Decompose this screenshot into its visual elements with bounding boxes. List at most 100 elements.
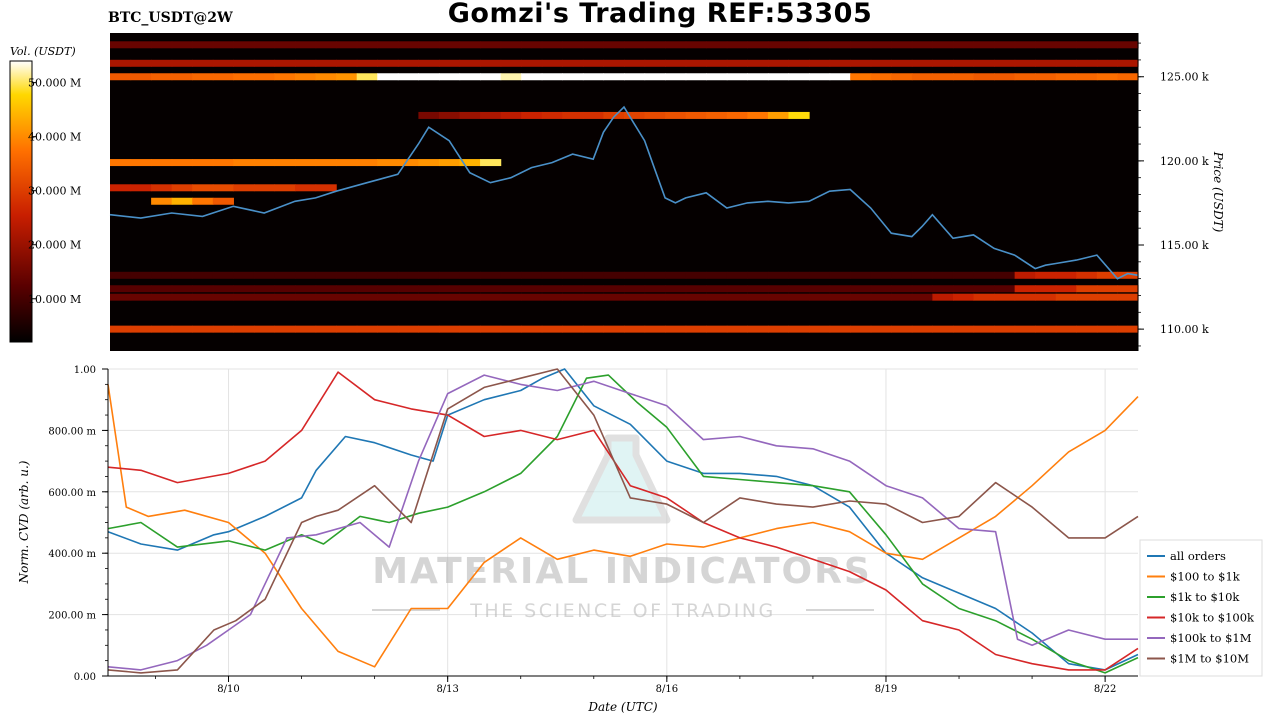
heatmap-cell	[336, 159, 358, 167]
heatmap-cell	[809, 285, 831, 293]
heatmap-cell	[212, 184, 234, 192]
heatmap-cell	[1014, 59, 1036, 67]
heatmap-cell	[253, 184, 276, 192]
heatmap-tick-label: 125.00 k	[1160, 71, 1209, 84]
heatmap-cell	[356, 41, 378, 49]
heatmap-cell	[624, 111, 646, 119]
heatmap-cell	[706, 41, 728, 49]
heatmap-cell	[315, 285, 337, 293]
heatmap-cell	[356, 159, 378, 167]
heatmap-cell	[151, 73, 173, 81]
heatmap-cell	[233, 325, 255, 333]
heatmap-cell	[1055, 73, 1077, 81]
cvd-series-line	[107, 374, 1139, 674]
heatmap-cell	[315, 184, 337, 192]
heatmap-cell	[1014, 285, 1036, 293]
heatmap-cell	[541, 271, 563, 279]
heatmap-cell	[500, 325, 522, 333]
heatmap-cell	[870, 325, 892, 333]
heatmap-cell	[212, 325, 234, 333]
heatmap-cell	[788, 59, 810, 67]
heatmap-cell	[438, 159, 461, 167]
heatmap-cell	[788, 111, 810, 119]
heatmap-cell	[110, 293, 132, 301]
cvd-series-line	[107, 368, 1139, 674]
heatmap-cell	[110, 325, 132, 333]
heatmap-cell	[192, 197, 214, 205]
heatmap-cell	[212, 293, 234, 301]
heatmap-cell	[295, 159, 317, 167]
heatmap-cell	[171, 159, 193, 167]
heatmap-cell	[459, 271, 481, 279]
heatmap-cell	[747, 271, 769, 279]
heatmap-cell	[377, 325, 399, 333]
heatmap-cell	[685, 59, 707, 67]
heatmap-cell	[891, 285, 913, 293]
heatmap-cell	[171, 293, 193, 301]
heatmap-cell	[397, 41, 419, 49]
heatmap-cell	[891, 271, 913, 279]
heatmap-cell	[171, 59, 193, 67]
heatmap-cell	[685, 285, 707, 293]
heatmap-cell	[110, 184, 132, 192]
heatmap-cell	[788, 325, 810, 333]
heatmap-cell	[480, 73, 502, 81]
heatmap-cell	[192, 325, 214, 333]
heatmap-cell	[665, 111, 687, 119]
heatmap-cell	[809, 73, 831, 81]
heatmap-cell	[212, 59, 234, 67]
heatmap-cell	[274, 184, 296, 192]
heatmap-cell	[397, 285, 419, 293]
heatmap-cell	[171, 184, 193, 192]
heatmap-cell	[829, 293, 851, 301]
heatmap-cell	[356, 73, 378, 81]
heatmap-cell	[459, 41, 481, 49]
heatmap-cell	[1055, 271, 1077, 279]
heatmap-cell	[336, 59, 358, 67]
heatmap-cell	[952, 271, 975, 279]
heatmap-cell	[500, 271, 522, 279]
heatmap-cell	[295, 271, 317, 279]
heatmap-cell	[582, 271, 605, 279]
heatmap-cell	[1096, 73, 1119, 81]
heatmap-cell	[315, 271, 337, 279]
cvd-x-tick-label: 8/16	[656, 684, 678, 695]
heatmap-cell	[747, 41, 769, 49]
heatmap-cell	[212, 73, 234, 81]
heatmap-cell	[1076, 293, 1098, 301]
heatmap-cell	[151, 184, 173, 192]
heatmap-cell	[274, 325, 296, 333]
heatmap-cell	[1096, 285, 1119, 293]
heatmap-cell	[418, 271, 440, 279]
heatmap-cell	[151, 293, 173, 301]
heatmap-cell	[541, 73, 563, 81]
heatmap-cell	[891, 41, 913, 49]
chart-title: Gomzi's Trading REF:53305	[447, 0, 873, 29]
heatmap-cell	[500, 59, 522, 67]
heatmap-cell	[829, 41, 851, 49]
heatmap-cell	[870, 59, 892, 67]
heatmap-cell	[151, 271, 173, 279]
heatmap-cell	[377, 41, 399, 49]
heatmap-cell	[624, 73, 646, 81]
heatmap-cell	[336, 271, 358, 279]
heatmap-cell	[582, 325, 605, 333]
colorbar: Vol. (USDT) 10.000 M 20.000 M 30.000 M 40.0…	[9, 45, 81, 343]
heatmap-cell	[624, 325, 646, 333]
heatmap-cell	[418, 73, 440, 81]
heatmap-cell	[685, 293, 707, 301]
heatmap-cell	[582, 111, 605, 119]
heatmap-cell	[541, 59, 563, 67]
heatmap-cell	[521, 59, 543, 67]
watermark-main: MATERIAL INDICATORS	[372, 551, 872, 592]
heatmap-cell	[295, 59, 317, 67]
heatmap-cell	[952, 293, 975, 301]
heatmap-cell	[315, 41, 337, 49]
heatmap-cell	[130, 285, 152, 293]
heatmap-cell	[809, 41, 831, 49]
heatmap-cell	[932, 285, 954, 293]
heatmap-cell	[1117, 285, 1139, 293]
heatmap-cell	[377, 271, 399, 279]
heatmap-cell	[110, 271, 132, 279]
